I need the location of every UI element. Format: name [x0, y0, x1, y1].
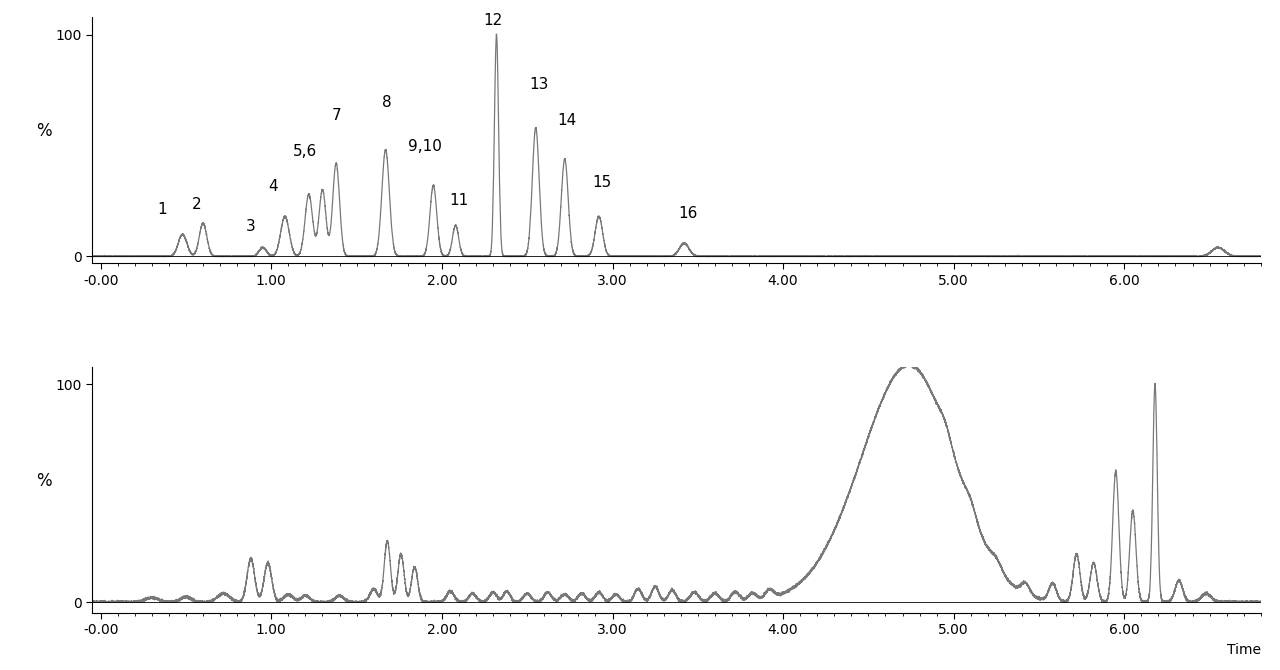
Text: 4: 4	[269, 180, 278, 194]
Text: 5,6: 5,6	[293, 144, 317, 159]
Text: 16: 16	[678, 206, 698, 221]
Text: 14: 14	[557, 113, 576, 128]
Text: 15: 15	[593, 175, 612, 190]
Text: 11: 11	[449, 193, 468, 208]
Text: 12: 12	[484, 13, 503, 28]
Y-axis label: %: %	[36, 122, 52, 140]
Text: 3: 3	[246, 219, 256, 234]
X-axis label: Time: Time	[1226, 643, 1261, 657]
Text: 7: 7	[332, 109, 340, 123]
Text: 9,10: 9,10	[408, 139, 442, 154]
Y-axis label: %: %	[36, 472, 52, 490]
Text: 1: 1	[157, 202, 166, 216]
Text: 2: 2	[192, 197, 201, 212]
Text: 13: 13	[530, 77, 549, 92]
Text: 8: 8	[383, 95, 392, 110]
